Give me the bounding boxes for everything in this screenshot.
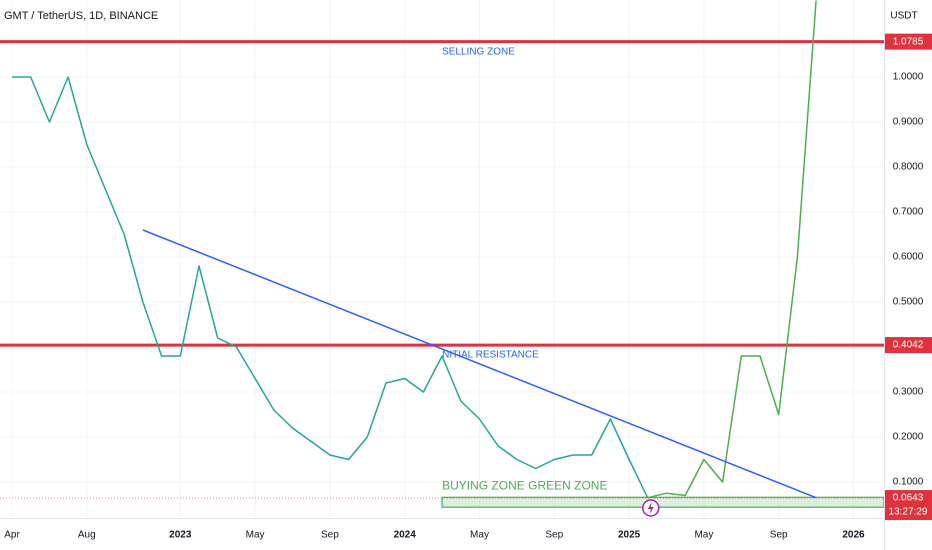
price-label: 1.0785 bbox=[893, 36, 924, 47]
y-tick-label: 0.3000 bbox=[893, 387, 924, 398]
x-tick-label: Sep bbox=[770, 530, 788, 541]
x-tick-label: May bbox=[246, 530, 265, 541]
x-tick-label: 2023 bbox=[169, 530, 192, 541]
zone-label: BUYING ZONE GREEN ZONE bbox=[442, 478, 607, 492]
x-tick-label: 2024 bbox=[394, 530, 417, 541]
unit-label: USDT bbox=[890, 11, 917, 22]
x-tick-label: May bbox=[470, 530, 489, 541]
price-label-box bbox=[885, 33, 932, 50]
last-price-box bbox=[885, 490, 932, 521]
level-text: NITIAL RESISTANCE bbox=[442, 350, 539, 361]
y-tick-label: 0.2000 bbox=[893, 432, 924, 443]
last-price-label: 0.0643 bbox=[893, 493, 924, 504]
y-tick-label: 0.8000 bbox=[893, 162, 924, 173]
y-tick-label: 0.9000 bbox=[893, 117, 924, 128]
buying-zone bbox=[441, 496, 884, 508]
y-tick-label: 1.0000 bbox=[893, 72, 924, 83]
series-line bbox=[12, 76, 649, 499]
y-tick-label: 0.5000 bbox=[893, 297, 924, 308]
price-label-box bbox=[885, 337, 932, 354]
y-tick-label: 0.7000 bbox=[893, 207, 924, 218]
chart-title: GMT / TetherUS, 1D, BINANCE bbox=[4, 10, 158, 22]
x-tick-label: Sep bbox=[321, 530, 339, 541]
x-tick-label: Aug bbox=[78, 530, 96, 541]
series-line bbox=[142, 229, 817, 499]
x-tick-label: 2026 bbox=[842, 530, 865, 541]
x-tick-label: May bbox=[694, 530, 713, 541]
x-tick-label: Apr bbox=[4, 530, 20, 541]
series-line bbox=[647, 0, 817, 499]
x-tick-label: 2025 bbox=[618, 530, 641, 541]
countdown: 13:27:29 bbox=[889, 507, 928, 518]
x-tick-label: Sep bbox=[545, 530, 563, 541]
price-label: 0.4042 bbox=[893, 340, 924, 351]
level-text: SELLING ZONE bbox=[442, 46, 515, 57]
event-icon-bolt bbox=[647, 502, 654, 514]
y-tick-label: 0.1000 bbox=[893, 477, 924, 488]
y-tick-label: 0.6000 bbox=[893, 252, 924, 263]
